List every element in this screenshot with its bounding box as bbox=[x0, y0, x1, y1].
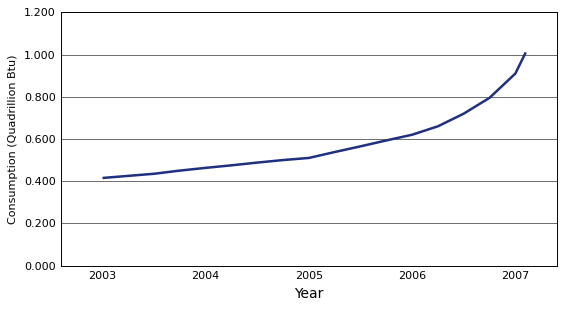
Y-axis label: Consumption (Quadrillion Btu): Consumption (Quadrillion Btu) bbox=[8, 54, 18, 224]
X-axis label: Year: Year bbox=[294, 287, 324, 301]
